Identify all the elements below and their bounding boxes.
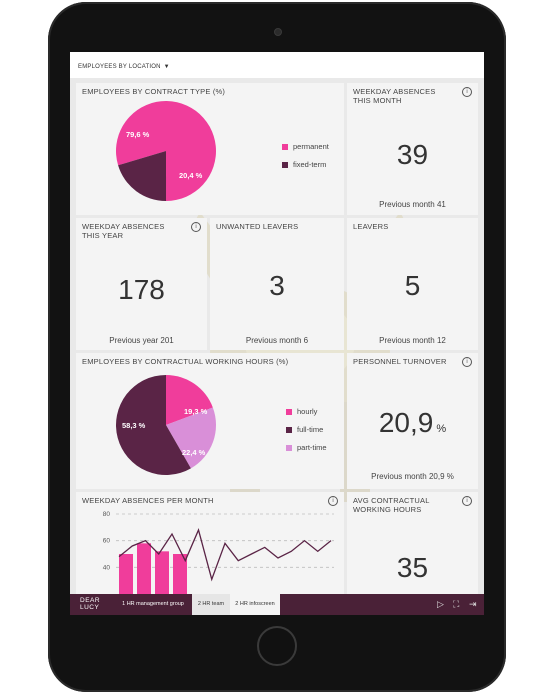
contract-type-pie — [116, 101, 216, 201]
legend-label: fixed-term — [293, 160, 327, 169]
y-tick-label: 40 — [103, 564, 111, 571]
pie-slice-permanent — [116, 101, 216, 201]
tile-personnel-turnover: PERSONNEL TURNOVER i 20,9% Previous mont… — [347, 353, 478, 489]
kpi-value: 35 — [396, 552, 429, 583]
location-filter-label: EMPLOYEES BY LOCATION — [78, 64, 161, 70]
contract-type-legend: permanent fixed-term — [282, 142, 329, 178]
tile-title: LEAVERS — [353, 222, 389, 231]
tile-title: EMPLOYEES BY CONTRACT TYPE (%) — [82, 87, 226, 96]
legend-label: part-time — [297, 443, 327, 452]
tab-hr-infoscreen[interactable]: 2 HR infoscreen — [230, 594, 280, 615]
bar — [155, 551, 169, 594]
working-hours-pie — [116, 375, 216, 475]
kpi-value: 3 — [269, 270, 285, 301]
pie-slice-fixed-term — [118, 151, 167, 201]
tile-unwanted-leavers: UNWANTED LEAVERS 3 Previous month 6 — [210, 218, 344, 350]
logo-line: LUCY — [80, 604, 100, 611]
tile-title: WEEKDAY ABSENCES PER MONTH — [82, 496, 214, 505]
legend-label: hourly — [297, 407, 318, 416]
kpi-number: 20,9 — [378, 407, 434, 438]
kpi-value: 20,9% — [347, 407, 478, 439]
series-line — [118, 528, 332, 582]
tablet-frame: EMPLOYEES BY LOCATION ▼ EMPLOYEES BY CONT… — [48, 2, 506, 692]
bar — [173, 554, 187, 594]
legend-swatch — [282, 161, 288, 168]
tile-contract-type: EMPLOYEES BY CONTRACT TYPE (%) 79,6 % 20… — [76, 83, 344, 215]
tile-weekday-absences-month: WEEKDAY ABSENCES THIS MONTH i 39 Previou… — [347, 83, 478, 215]
legend-item: hourly — [286, 407, 327, 416]
logo-line: DEAR — [80, 597, 101, 604]
tile-title: EMPLOYEES BY CONTRACTUAL WORKING HOURS (… — [82, 357, 289, 366]
pie-slice-full-time — [116, 375, 191, 475]
chevron-down-icon: ▼ — [163, 64, 170, 70]
tile-leavers: LEAVERS 5 Previous month 12 — [347, 218, 478, 350]
tile-working-hours: EMPLOYEES BY CONTRACTUAL WORKING HOURS (… — [76, 353, 344, 489]
tab-hr-management-group[interactable]: 1 HR management group — [114, 594, 192, 615]
tile-weekday-absences-year: WEEKDAY ABSENCES THIS YEAR i 178 Previou… — [76, 218, 207, 350]
home-button[interactable] — [257, 626, 297, 666]
top-bar: EMPLOYEES BY LOCATION ▼ — [70, 52, 484, 78]
legend-swatch — [286, 408, 292, 415]
y-tick-label: 60 — [103, 538, 111, 545]
tile-title: UNWANTED LEAVERS — [216, 222, 299, 231]
kpi-previous: Previous month 12 — [379, 336, 446, 345]
slice-label-hourly: 19,3 % — [184, 407, 208, 416]
info-icon[interactable]: i — [328, 496, 338, 506]
tile-title: AVG CONTRACTUAL WORKING HOURS — [353, 496, 430, 514]
tile-title: WEEKDAY ABSENCES THIS YEAR — [82, 222, 165, 240]
kpi-unit: % — [436, 423, 447, 435]
info-icon[interactable]: i — [462, 357, 472, 367]
tile-title: PERSONNEL TURNOVER — [353, 357, 447, 366]
absences-chart: 40 60 80 — [103, 511, 334, 594]
legend-item: permanent — [282, 142, 329, 151]
legend-label: full-time — [297, 425, 324, 434]
kpi-previous: Previous month 20,9 % — [371, 472, 454, 481]
tile-avg-working-hours: AVG CONTRACTUAL WORKING HOURS i 35 — [347, 492, 478, 594]
legend-swatch — [286, 444, 292, 451]
kpi-previous: Previous month 41 — [379, 200, 446, 209]
kpi-previous: Previous year 201 — [109, 336, 174, 345]
legend-swatch — [282, 143, 288, 150]
bar — [119, 554, 133, 594]
kpi-value: 39 — [396, 139, 429, 170]
slice-label-full-time: 58,3 % — [122, 421, 146, 430]
legend-label: permanent — [293, 142, 329, 151]
pie-slice-part-time — [166, 407, 216, 469]
tile-title: WEEKDAY ABSENCES THIS MONTH — [353, 87, 436, 105]
tile-absences-per-month: WEEKDAY ABSENCES PER MONTH i 40 60 80 — [76, 492, 344, 594]
kpi-value: 178 — [118, 274, 165, 305]
bottom-nav-bar: DEAR LUCY 1 HR management group 2 HR tea… — [70, 594, 484, 615]
front-camera — [274, 28, 282, 36]
info-icon[interactable]: i — [462, 496, 472, 506]
slice-label-fixed-term: 20,4 % — [179, 171, 203, 180]
working-hours-legend: hourly full-time part-time — [286, 407, 327, 461]
slice-label-permanent: 79,6 % — [126, 130, 150, 139]
legend-swatch — [286, 426, 292, 433]
dashboard-screen: EMPLOYEES BY LOCATION ▼ EMPLOYEES BY CONT… — [70, 52, 484, 615]
legend-item: fixed-term — [282, 160, 329, 169]
play-icon[interactable]: ▷ — [437, 599, 444, 609]
location-filter-dropdown[interactable]: EMPLOYEES BY LOCATION ▼ — [78, 64, 170, 70]
kpi-value: 5 — [404, 270, 421, 301]
kpi-previous: Previous month 6 — [245, 336, 309, 345]
info-icon[interactable]: i — [462, 87, 472, 97]
fullscreen-icon[interactable]: ⛶ — [453, 599, 460, 609]
y-tick-label: 80 — [103, 511, 111, 518]
exit-icon[interactable]: ⇥ — [469, 599, 477, 609]
tab-hr-team[interactable]: 2 HR team — [192, 594, 230, 615]
dear-lucy-logo: DEAR LUCY — [80, 597, 100, 611]
slice-label-part-time: 22,4 % — [182, 448, 206, 457]
pie-slice-hourly — [166, 375, 213, 425]
legend-item: part-time — [286, 443, 327, 452]
legend-item: full-time — [286, 425, 327, 434]
bar — [137, 543, 151, 594]
info-icon[interactable]: i — [191, 222, 201, 232]
